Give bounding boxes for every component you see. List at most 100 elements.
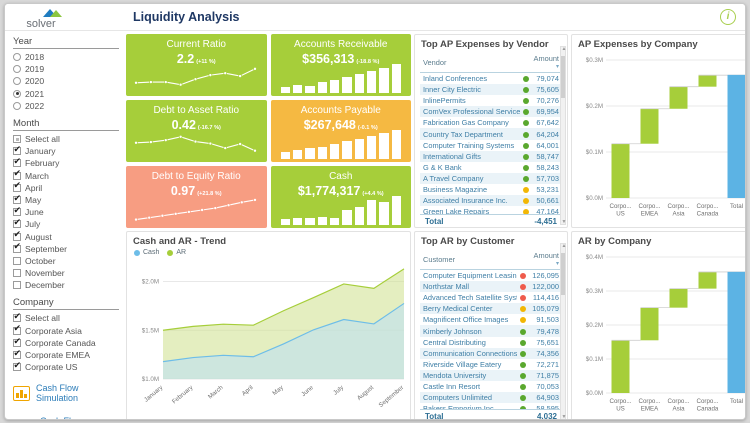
table-row[interactable]: Magnificent Office Images 91,503 [420, 314, 562, 325]
table-row[interactable]: Green Lake Repairs 47,164 [420, 206, 562, 214]
row-name: ComVex Professional Services [423, 107, 521, 117]
month-option-July[interactable]: July [13, 218, 119, 230]
scroll-up-icon[interactable]: ▲ [561, 243, 567, 249]
scroll-up-icon[interactable]: ▲ [561, 46, 567, 52]
kpi-card-current-ratio[interactable]: Current Ratio 2.2 (+11 %) [126, 34, 267, 96]
ap-col-amount[interactable]: Amount ▾ [488, 52, 562, 73]
kpi-card-debt-to-equity-ratio[interactable]: Debt to Equity Ratio 0.97 (+21.8 %) [126, 166, 267, 228]
svg-text:$2.0M: $2.0M [142, 279, 159, 286]
year-option-2022[interactable]: 2022 [13, 100, 119, 112]
ap-waterfall-chart[interactable]: $0.0M$0.1M$0.2M$0.3MCorpo...USCorpo...EM… [572, 52, 746, 228]
waterfall-bar[interactable] [698, 271, 717, 289]
checkbox-icon [13, 349, 21, 360]
month-option-January[interactable]: January [13, 145, 119, 157]
table-row[interactable]: International Gifts 58,747 [420, 150, 562, 162]
kpi-card-accounts-receivable[interactable]: Accounts Receivable $356,313 (-18.8 %) [270, 34, 412, 96]
company-option-corporate-canada[interactable]: Corporate Canada [13, 337, 119, 349]
ar-col-customer[interactable]: Customer [420, 249, 498, 270]
waterfall-bar[interactable] [698, 75, 717, 87]
status-dot-icon [517, 381, 529, 392]
month-option-March[interactable]: March [13, 169, 119, 182]
table-row[interactable]: Northstar Mall 122,000 [420, 281, 562, 293]
waterfall-bar[interactable] [727, 271, 746, 393]
kpi-sparkbars [271, 64, 412, 96]
month-select-all[interactable]: Select all [13, 133, 119, 145]
table-row[interactable]: Country Tax Department 64,204 [420, 128, 562, 140]
ar-col-amount[interactable]: Amount ▾ [497, 249, 562, 270]
company-option-corporate-us[interactable]: Corporate US [13, 361, 119, 373]
svg-text:June: June [300, 384, 315, 398]
table-row[interactable]: Castle Inn Resort 70,053 [420, 381, 562, 392]
kpi-card-debt-to-asset-ratio[interactable]: Debt to Asset Ratio 0.42 (-16.7 %) [126, 100, 267, 162]
table-row[interactable]: Mendota University 71,875 [420, 369, 562, 381]
table-row[interactable]: Berry Medical Center 105,079 [420, 303, 562, 315]
row-name: InlinePermits [423, 96, 466, 106]
cash-ar-area-chart[interactable]: $1.0M $1.5M $2.0M January February March April… [127, 256, 410, 419]
table-row[interactable]: Bakers Emporium Inc. 58,595 [420, 403, 562, 409]
year-option-2018[interactable]: 2018 [13, 51, 119, 63]
ar-scrollbar[interactable]: ▲ ▼ [560, 243, 567, 420]
table-row[interactable]: Central Distributing 75,651 [420, 337, 562, 348]
month-option-May[interactable]: May [13, 194, 119, 206]
waterfall-bar[interactable] [640, 108, 659, 144]
svg-text:$0.4M: $0.4M [586, 254, 603, 261]
year-option-2020[interactable]: 2020 [13, 75, 119, 87]
kpi-card-cash[interactable]: Cash $1,774,317 (+4.4 %) [270, 166, 411, 228]
waterfall-bar[interactable] [669, 86, 688, 109]
sort-caret-icon: ▾ [555, 64, 559, 70]
waterfall-bar[interactable] [727, 74, 746, 198]
table-row[interactable]: Riverside Village Eatery 72,271 [420, 359, 562, 370]
year-option-2019[interactable]: 2019 [13, 63, 119, 75]
table-row[interactable]: Inner City Electric 75,605 [420, 84, 562, 96]
scroll-down-icon[interactable]: ▼ [561, 414, 567, 420]
kpi-card-accounts-payable[interactable]: Accounts Payable $267,648 (-0.1 %) [270, 100, 411, 162]
month-option-June[interactable]: June [13, 206, 119, 218]
row-amount: 114,416 [532, 293, 559, 303]
ap-table-scroll[interactable]: Inland Conferences 79,074 Inner City Elect… [420, 73, 562, 214]
ap-scrollbar[interactable]: ▲ ▼ [560, 46, 566, 225]
month-option-December[interactable]: December [13, 279, 119, 291]
ar-table-scroll[interactable]: Computer Equipment Leasing 126,095 Northst… [420, 270, 562, 409]
month-option-October[interactable]: October [13, 255, 119, 267]
waterfall-bar[interactable] [640, 307, 659, 341]
info-icon[interactable]: i [720, 9, 736, 25]
month-option-April[interactable]: April [13, 181, 119, 194]
table-row[interactable]: Kimberly Johnson 79,478 [420, 325, 562, 337]
table-row[interactable]: Associated Insurance Inc. 50,661 [420, 195, 562, 207]
ar-waterfall-chart[interactable]: $0.0M$0.1M$0.2M$0.3M$0.4MCorpo...USCorpo… [572, 249, 746, 420]
scroll-down-icon[interactable]: ▼ [561, 219, 567, 225]
table-row[interactable]: Computer Training Systems 64,001 [420, 140, 562, 151]
table-row[interactable]: Inland Conferences 79,074 [420, 73, 562, 84]
ap-col-vendor[interactable]: Vendor [420, 52, 489, 73]
table-row[interactable]: ComVex Professional Services 69,954 [420, 106, 562, 118]
month-option-August[interactable]: August [13, 230, 119, 242]
table-row[interactable]: Computers Unlimited 64,903 [420, 392, 562, 404]
ar-scroll-thumb[interactable] [561, 253, 565, 295]
table-row[interactable]: Business Magazine 53,231 [420, 184, 562, 195]
company-option-corporate-emea[interactable]: Corporate EMEA [13, 349, 119, 361]
solver-logo[interactable]: solver [13, 6, 71, 28]
waterfall-bar[interactable] [611, 340, 630, 393]
table-row[interactable]: Advanced Tech Satellite Systems 114,416 [420, 292, 562, 303]
table-row[interactable]: A Travel Company 57,703 [420, 172, 562, 184]
nav-link-cash-flow-trended[interactable]: Cash Flow - Trended [13, 414, 119, 419]
month-option-September[interactable]: September [13, 242, 119, 255]
ap-scroll-thumb[interactable] [561, 56, 565, 98]
row-amount: 75,605 [536, 85, 559, 95]
table-row[interactable]: Computer Equipment Leasing 126,095 [420, 270, 562, 281]
waterfall-bar[interactable] [611, 143, 630, 198]
table-row[interactable]: Communication Connections 74,356 [420, 347, 562, 359]
legend-item-cash[interactable]: Cash [134, 249, 159, 256]
legend-item-ar[interactable]: AR [167, 249, 186, 256]
year-option-2021[interactable]: 2021 [13, 88, 119, 100]
month-option-February[interactable]: February [13, 157, 119, 169]
table-row[interactable]: Fabrication Gas Company 67,642 [420, 117, 562, 128]
company-option-corporate-asia[interactable]: Corporate Asia [13, 324, 119, 337]
table-row[interactable]: G & K Bank 58,243 [420, 162, 562, 173]
table-row[interactable]: InlinePermits 70,276 [420, 95, 562, 106]
solver-logo-text: solver [26, 18, 56, 28]
company-select-all[interactable]: Select all [13, 312, 119, 324]
nav-link-cash-flow-simulation[interactable]: Cash Flow Simulation [13, 381, 119, 405]
waterfall-bar[interactable] [669, 288, 688, 308]
month-option-November[interactable]: November [13, 267, 119, 279]
